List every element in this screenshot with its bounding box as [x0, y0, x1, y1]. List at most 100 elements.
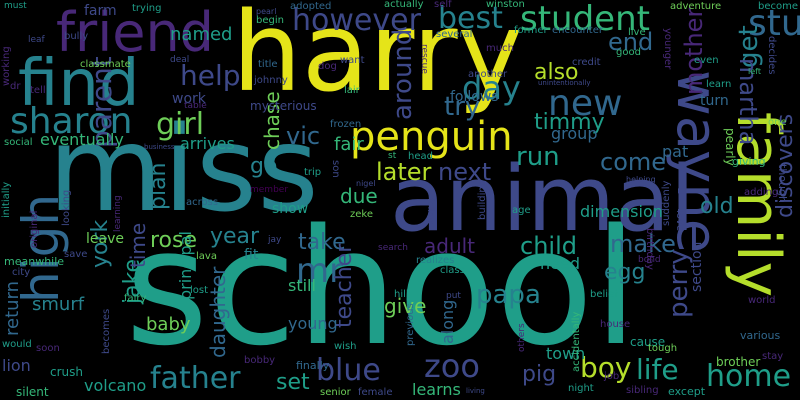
word-student: student: [520, 0, 650, 39]
word-several: several: [436, 29, 473, 40]
word-table: table: [184, 101, 207, 111]
word-make: make: [610, 230, 676, 258]
word-job: job: [604, 371, 620, 382]
word-actually: actually: [384, 0, 424, 10]
word-crush: crush: [50, 365, 83, 379]
word-return: return: [2, 280, 23, 336]
word-fair: fair: [334, 134, 364, 155]
word-time: time: [126, 222, 150, 268]
word-zoo: zoo: [424, 347, 480, 385]
word-house: house: [600, 319, 631, 330]
word-eventually: eventually: [40, 130, 124, 149]
word-mother: mother: [680, 7, 708, 95]
word-run: run: [516, 142, 560, 172]
word-set: set: [276, 370, 310, 395]
word-class: class: [440, 265, 465, 276]
word-learn: learn: [706, 79, 732, 90]
word-fairy: fairy: [124, 293, 147, 304]
word-daughter: daughter: [206, 266, 230, 358]
word-cause: cause: [630, 335, 666, 349]
word-dimension: dimension: [580, 202, 663, 221]
word-along: along: [438, 299, 457, 344]
word-leaf: leaf: [28, 35, 45, 45]
word-female: female: [358, 387, 393, 398]
word-put: put: [446, 291, 461, 301]
word-pig: pig: [522, 362, 557, 387]
word-bond: bond: [638, 255, 661, 265]
word-pearl: pearl: [256, 7, 277, 16]
word-realizes: realizes: [416, 255, 455, 266]
word-next: next: [438, 158, 492, 186]
word-come: come: [600, 148, 667, 176]
word-need: need: [540, 254, 580, 273]
word-boy: boy: [580, 351, 632, 384]
word-end: end: [608, 28, 654, 56]
word-sibling: sibling: [626, 385, 659, 396]
word-st: st: [388, 151, 397, 161]
word-tough: tough: [648, 343, 678, 354]
word-save: save: [64, 249, 88, 260]
word-credit: credit: [572, 57, 601, 68]
word-finally: finally: [296, 359, 330, 372]
word-looking: looking: [61, 189, 72, 226]
word-across: across: [186, 197, 219, 208]
word-day: day: [462, 69, 521, 107]
word-tell: tell: [30, 85, 46, 96]
word-trip: trip: [304, 167, 322, 178]
word-papa: papa: [476, 280, 541, 310]
word-city: city: [12, 267, 31, 278]
word-home: home: [706, 359, 792, 394]
word-unintentionally: unintentionally: [538, 79, 591, 87]
word-friend: friend: [56, 1, 214, 64]
word-winston: winston: [486, 0, 525, 10]
word-girl: girl: [156, 107, 205, 142]
word-volcano: volcano: [84, 376, 147, 395]
word-named: named: [170, 24, 233, 45]
word-school: school: [125, 194, 638, 381]
word-various: various: [740, 329, 781, 342]
word-adult: adult: [424, 234, 476, 258]
word-high: high: [12, 193, 70, 303]
word-fit: fit: [244, 247, 259, 263]
word-brother: brother: [716, 355, 761, 369]
word-vic: vic: [286, 122, 321, 150]
word-new: new: [548, 83, 623, 124]
word-town: town: [546, 344, 586, 363]
word-life: life: [636, 353, 679, 386]
word-left: left: [748, 67, 761, 76]
word-still: still: [288, 276, 316, 295]
word-love: love: [674, 210, 685, 231]
word-belief: belief: [590, 289, 618, 300]
word-frozen: frozen: [330, 119, 362, 130]
word-giving: giving: [732, 155, 766, 168]
word-become: become: [758, 1, 799, 12]
word-dog: dog: [318, 61, 337, 72]
word-much: much: [486, 43, 514, 54]
word-member: member: [250, 185, 289, 195]
word-social: social: [4, 137, 33, 148]
word-others: others: [517, 323, 527, 352]
word-zeke: zeke: [350, 209, 373, 220]
word-miss: miss: [48, 100, 319, 238]
word-search: search: [378, 243, 408, 253]
word-working: working: [1, 46, 12, 86]
word-meanwhile: meanwhile: [4, 255, 65, 268]
word-stay: stay: [762, 351, 784, 362]
word-sharon: sharon: [10, 101, 133, 142]
word-arrives: arrives: [180, 134, 235, 153]
word-another: another: [468, 69, 508, 80]
word-want: want: [340, 55, 365, 66]
word-mysterious: mysterious: [250, 99, 317, 113]
word-animal: animal: [390, 147, 696, 252]
word-wish: wish: [334, 341, 357, 352]
word-deal: deal: [170, 55, 190, 65]
word-live: live: [628, 27, 646, 38]
word-johnny: johnny: [254, 75, 288, 86]
word-business: business: [144, 143, 175, 151]
word-work: work: [172, 91, 206, 107]
word-dr: dr: [10, 81, 21, 92]
word-old: old: [700, 194, 734, 219]
word-head: head: [408, 151, 433, 162]
word-helping: helping: [626, 175, 656, 184]
